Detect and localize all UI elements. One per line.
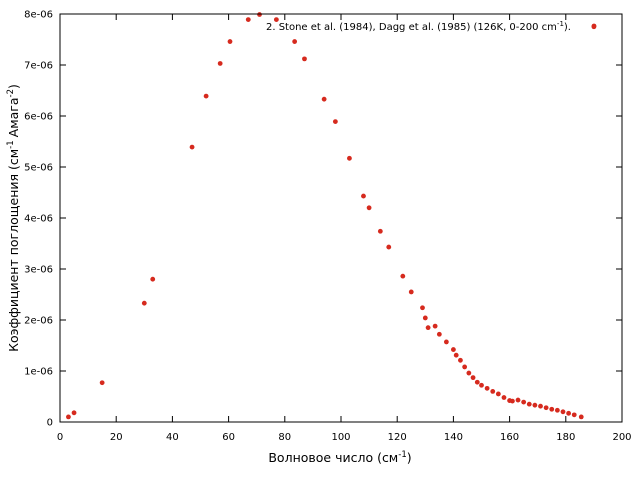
data-point — [543, 405, 549, 411]
data-point — [571, 412, 577, 418]
data-point — [203, 93, 209, 99]
legend-label-end: ). — [564, 22, 571, 33]
legend-label-main: 2. Stone et al. (1984), Dagg et al. (198… — [266, 22, 557, 33]
data-point — [66, 414, 71, 420]
data-point — [422, 315, 428, 321]
data-point — [400, 273, 406, 279]
x-tick-label: 0 — [57, 432, 63, 443]
data-point — [443, 339, 449, 345]
data-point — [302, 56, 307, 62]
data-point — [549, 406, 555, 412]
data-point — [425, 325, 431, 331]
y-tick-label: 2e-06 — [24, 316, 53, 327]
data-point — [566, 410, 572, 416]
data-point — [521, 399, 527, 405]
legend-label-sup: -1 — [557, 20, 564, 28]
y-tick-label: 7e-06 — [24, 61, 53, 72]
data-point — [554, 407, 560, 413]
x-tick-label: 80 — [278, 432, 291, 443]
data-point — [432, 323, 438, 329]
data-point — [347, 155, 352, 161]
data-point — [408, 289, 414, 295]
data-point — [217, 61, 223, 66]
data-point — [470, 375, 476, 381]
data-point — [245, 17, 251, 23]
data-point — [451, 347, 456, 352]
data-point — [420, 305, 425, 311]
data-point — [227, 39, 233, 44]
data-point — [474, 379, 480, 385]
y-axis-title: Коэффициент поглощения (см-1Амага-2) — [6, 84, 21, 352]
plot-frame — [59, 13, 623, 423]
data-point — [189, 144, 195, 150]
data-point — [453, 352, 459, 358]
data-point — [332, 119, 338, 125]
x-tick-label: 140 — [444, 432, 463, 443]
data-point — [490, 389, 496, 394]
legend-label: 2. Stone et al. (1984), Dagg et al. (198… — [266, 20, 571, 33]
data-point — [71, 410, 77, 416]
y-tick-label: 3e-06 — [24, 265, 53, 276]
data-point — [321, 96, 327, 102]
x-tick-label: 60 — [222, 432, 235, 443]
data-point — [99, 380, 105, 386]
data-point — [458, 357, 463, 363]
x-tick-label: 200 — [612, 432, 631, 443]
data-point — [366, 205, 372, 211]
data-point — [150, 276, 156, 282]
legend: 2. Stone et al. (1984), Dagg et al. (198… — [266, 20, 597, 33]
y-tick-label: 0 — [47, 418, 53, 429]
data-point — [484, 385, 490, 391]
data-point — [538, 403, 543, 409]
ticks-layer: 0 20 40 60 80 100 120 140 160 180 200 0 1e-06 2e-06 3e… — [24, 10, 631, 444]
x-tick-label: 100 — [331, 432, 350, 443]
data-point — [273, 17, 279, 23]
data-point — [361, 193, 366, 199]
data-point — [515, 397, 521, 403]
x-tick-label: 180 — [556, 432, 575, 443]
legend-marker — [591, 23, 597, 29]
y-tick-label: 6e-06 — [24, 112, 53, 123]
data-point — [377, 228, 383, 234]
data-point — [436, 331, 442, 337]
data-point — [466, 370, 472, 376]
data-point — [462, 364, 468, 370]
y-tick-label: 8e-06 — [24, 10, 53, 21]
points-layer — [66, 12, 597, 420]
y-tick-label: 5e-06 — [24, 163, 53, 174]
data-point — [257, 12, 262, 17]
x-tick-label: 20 — [110, 432, 123, 443]
data-point — [141, 300, 147, 306]
data-point — [526, 401, 532, 407]
y-tick-label: 4e-06 — [24, 214, 53, 225]
data-point — [578, 414, 584, 420]
y-tick-label: 1e-06 — [24, 367, 53, 378]
data-point — [510, 398, 515, 404]
data-point — [292, 39, 298, 44]
data-point — [501, 395, 507, 400]
x-tick-label: 40 — [166, 432, 179, 443]
x-axis-title: Волновое число (см-1) — [268, 450, 411, 465]
x-tick-label: 160 — [500, 432, 519, 443]
data-point — [479, 382, 484, 388]
data-point — [495, 391, 501, 397]
data-point — [532, 402, 538, 408]
x-tick-label: 120 — [388, 432, 407, 443]
data-point — [386, 244, 392, 250]
data-point — [560, 409, 566, 415]
